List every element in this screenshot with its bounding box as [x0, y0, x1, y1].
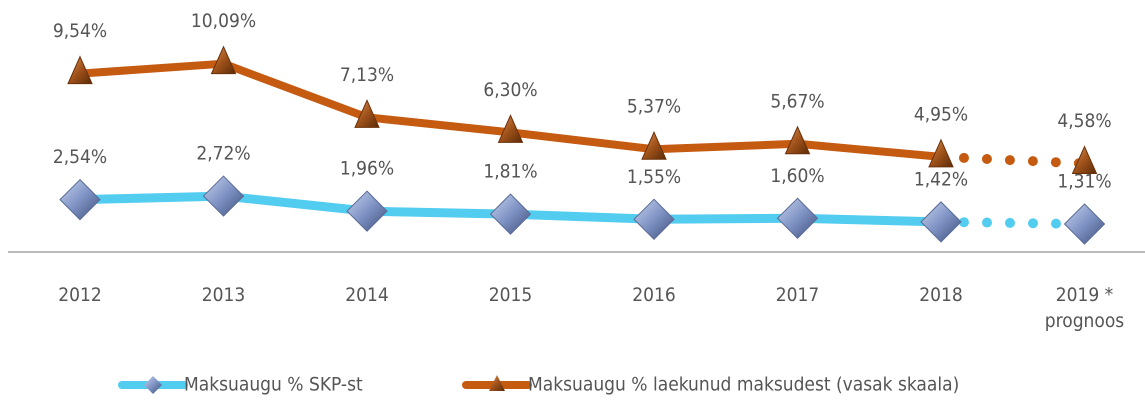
data-label: 4,95%	[914, 103, 968, 125]
marker	[928, 138, 954, 168]
marker	[497, 114, 524, 143]
data-label: 4,58%	[1057, 110, 1111, 132]
marker	[489, 193, 532, 235]
x-tick-label: 2015	[488, 284, 533, 306]
x-tick-label: 2014	[345, 284, 389, 306]
forecast-line	[936, 151, 1090, 169]
data-label: 10,09%	[191, 10, 256, 32]
data-label: 1,31%	[1057, 171, 1111, 193]
marker	[210, 45, 237, 75]
legend-marker	[489, 375, 505, 391]
x-tick-label: 2016	[632, 284, 676, 306]
legend-label: Maksuaugu % SKP-st	[184, 374, 363, 396]
x-tick-label: 2013	[201, 284, 246, 306]
x-tick-label: 2019 * prognoos	[1044, 284, 1125, 332]
legend-marker	[144, 376, 162, 394]
data-label: 9,54%	[53, 20, 107, 42]
data-label: 2,72%	[196, 143, 250, 165]
data-label: 5,67%	[770, 90, 824, 112]
marker	[920, 201, 962, 243]
x-tick-label: 2017	[775, 284, 820, 306]
x-tick-label: 2012	[58, 284, 102, 306]
marker	[59, 178, 101, 221]
data-label: 1,55%	[627, 166, 681, 188]
data-label: 1,60%	[770, 165, 824, 187]
marker	[641, 130, 667, 160]
marker	[1071, 145, 1098, 175]
data-label: 5,37%	[627, 96, 681, 118]
marker	[354, 99, 380, 128]
marker	[784, 125, 811, 155]
forecast-line	[936, 216, 1090, 230]
data-label: 1,81%	[483, 161, 537, 183]
marker	[1063, 203, 1106, 245]
data-label: 1,96%	[340, 158, 394, 180]
marker	[346, 190, 388, 232]
data-label: 7,13%	[340, 64, 394, 86]
data-label: 1,42%	[914, 168, 968, 190]
data-label: 6,30%	[483, 79, 537, 101]
marker	[776, 197, 819, 239]
marker	[633, 198, 675, 240]
x-tick-label: 2018	[919, 284, 963, 306]
data-label: 2,54%	[53, 146, 107, 168]
marker	[202, 175, 245, 217]
marker	[67, 55, 93, 85]
legend-label: Maksuaugu % laekunud maksudest (vasak sk…	[528, 374, 959, 396]
